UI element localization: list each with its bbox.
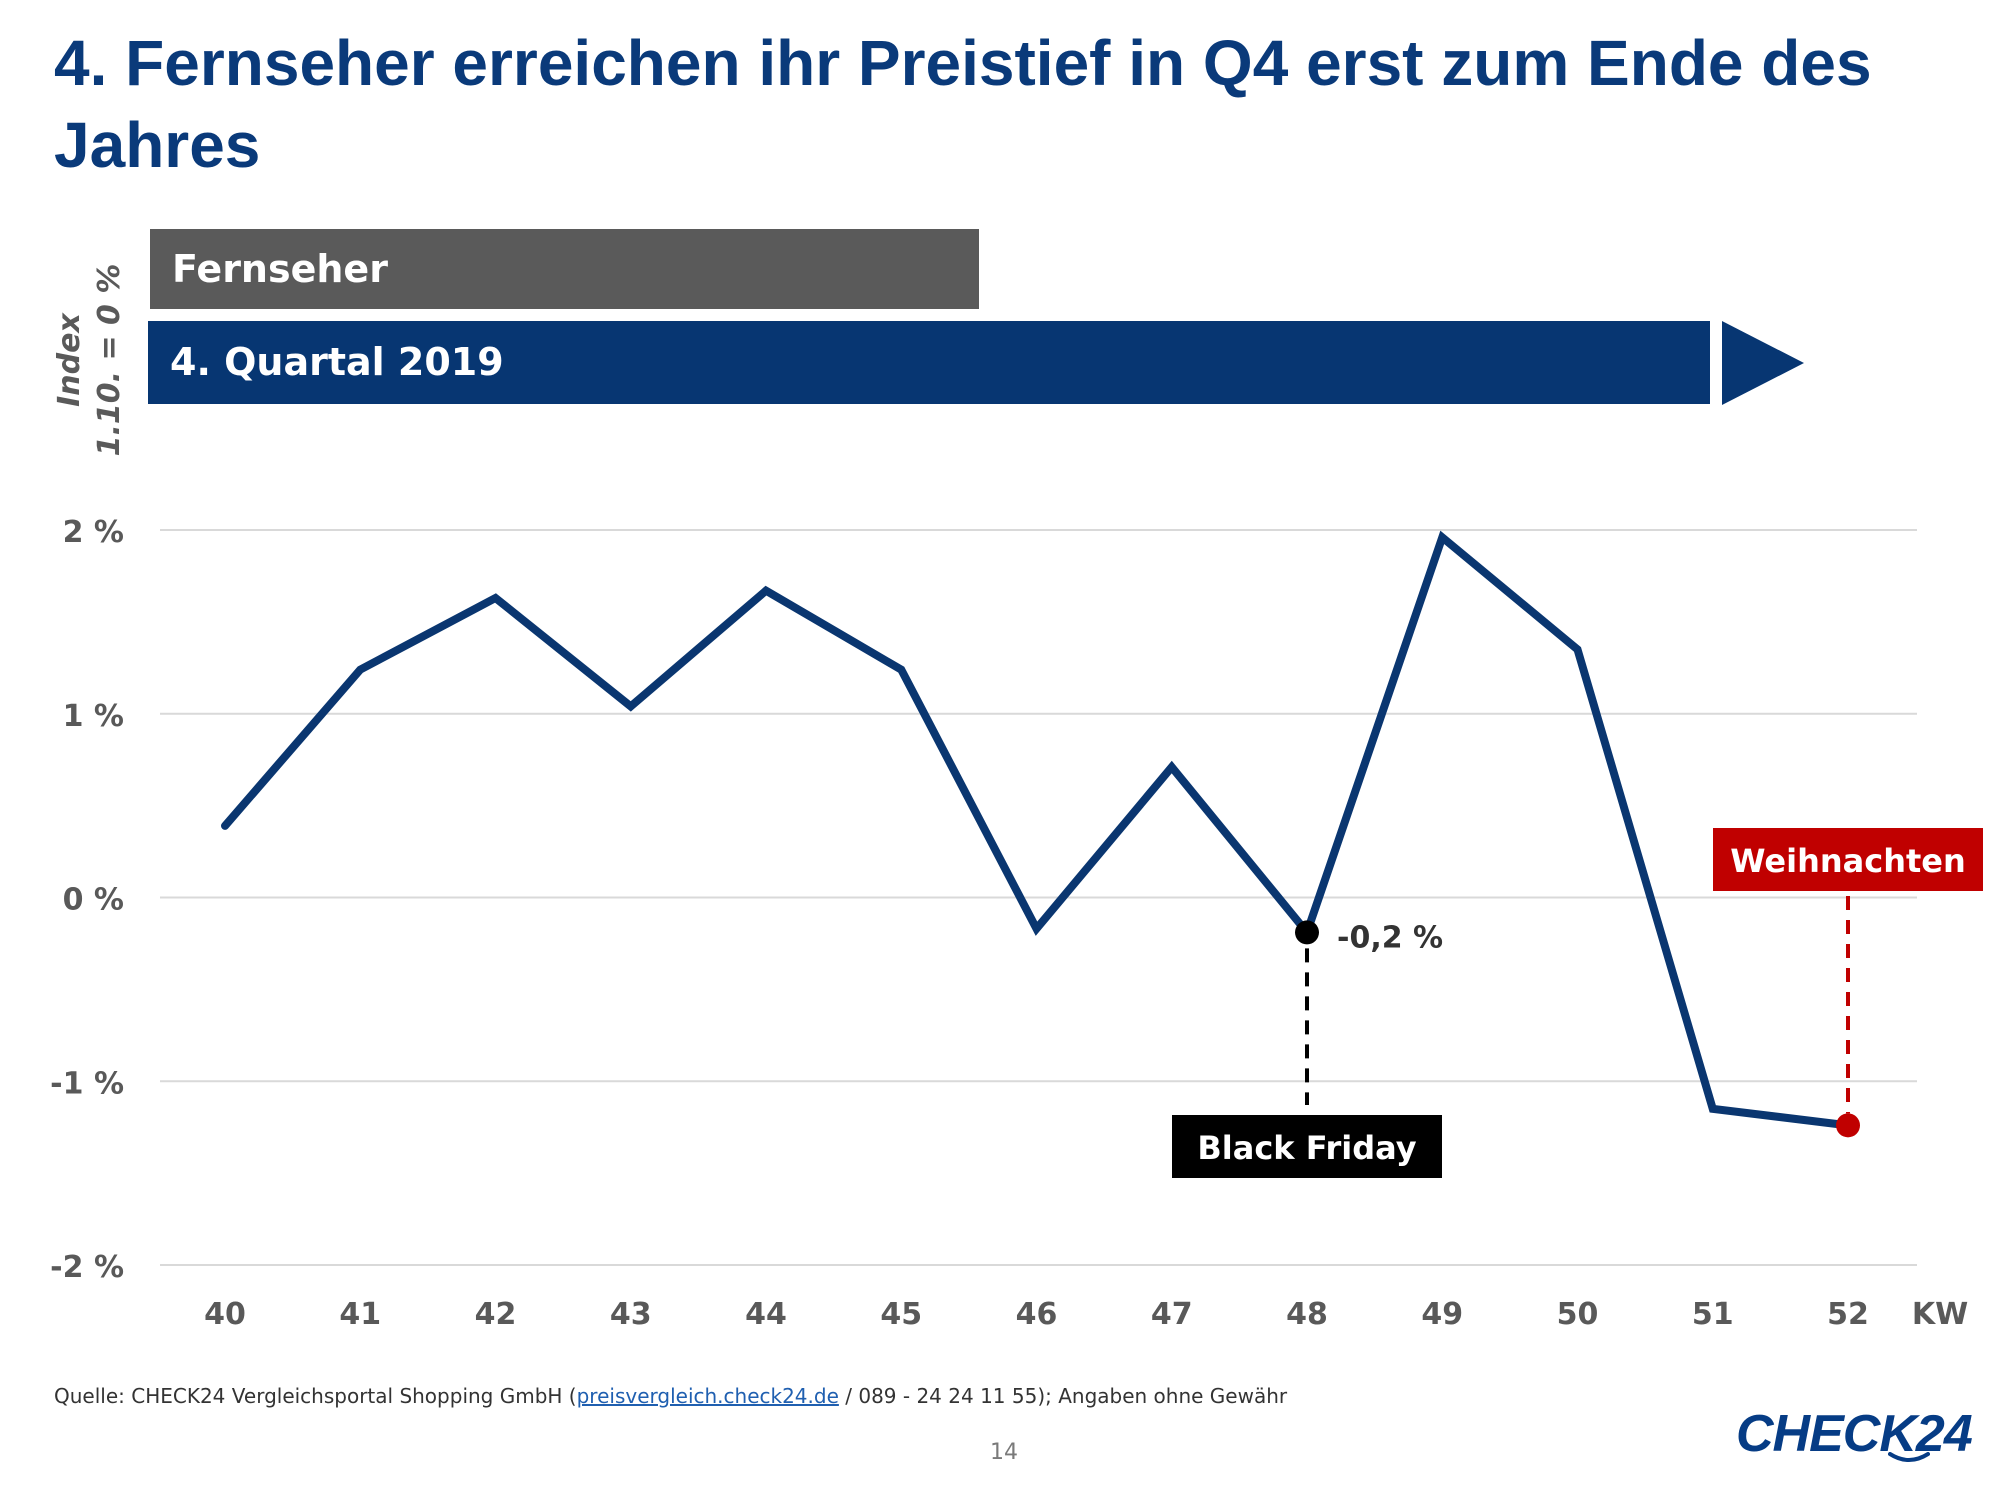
category-band: Fernseher — [150, 229, 979, 309]
page-title: 4. Fernseher erreichen ihr Preistief in … — [54, 27, 1872, 181]
markers — [1295, 920, 1860, 1138]
source-suffix: / 089 - 24 24 11 55); Angaben ohne Gewäh… — [838, 1384, 1288, 1408]
black-friday-label: Black Friday — [1197, 1129, 1416, 1167]
x-tick-label: 42 — [475, 1297, 517, 1332]
x-tick-labels: 40 41 42 43 44 45 46 47 48 49 50 51 52 KW — [204, 1297, 1968, 1332]
x-tick-label: 49 — [1421, 1297, 1463, 1332]
x-tick-label: 52 — [1827, 1297, 1869, 1332]
y-tick-label: -1 % — [50, 1066, 124, 1101]
page-number: 14 — [990, 1440, 1018, 1465]
x-tick-label: 51 — [1692, 1297, 1734, 1332]
x-tick-label: 43 — [610, 1297, 652, 1332]
gridlines — [160, 529, 1917, 1266]
y-tick-labels: 2 % 1 % 0 % -1 % -2 % — [50, 515, 124, 1285]
x-tick-label: 50 — [1557, 1297, 1599, 1332]
y-tick-label: 1 % — [63, 699, 124, 734]
weihnachten-label: Weihnachten — [1730, 842, 1966, 880]
x-tick-label: 48 — [1286, 1297, 1328, 1332]
logo-swoosh-icon — [1888, 1452, 1930, 1462]
weihnachten-point — [1836, 1113, 1860, 1138]
x-tick-label: 47 — [1151, 1297, 1193, 1332]
black-friday-label-box — [1172, 1115, 1442, 1178]
annotations: Black Friday -0,2 % Weihnachten — [1172, 828, 1983, 1178]
source-link[interactable]: preisvergleich.check24.de — [576, 1384, 839, 1408]
check24-logo: CHECK24 — [1736, 1404, 1973, 1476]
weihnachten-label-box — [1713, 828, 1983, 891]
x-tick-label: 45 — [880, 1297, 922, 1332]
x-tick-label: 44 — [745, 1297, 787, 1332]
source-note: Quelle: CHECK24 Vergleichsportal Shoppin… — [54, 1384, 1287, 1408]
x-tick-label: 41 — [339, 1297, 381, 1332]
y-tick-label: 2 % — [63, 515, 124, 550]
x-tick-label: 46 — [1016, 1297, 1058, 1332]
x-tick-label: 40 — [204, 1297, 246, 1332]
logo-text: CHECK24 — [1736, 1405, 1973, 1463]
x-axis-label: KW — [1912, 1297, 1968, 1332]
source-prefix: Quelle: CHECK24 Vergleichsportal Shoppin… — [54, 1384, 577, 1408]
black-friday-point — [1295, 920, 1319, 945]
black-friday-value-label: -0,2 % — [1337, 920, 1443, 955]
series-line — [221, 530, 1852, 1130]
series — [221, 530, 1852, 1130]
period-arrow-icon — [1722, 321, 1804, 405]
period-band: 4. Quartal 2019 — [148, 321, 1710, 404]
y-tick-label: 0 % — [63, 883, 124, 918]
y-tick-label: -2 % — [50, 1250, 124, 1285]
